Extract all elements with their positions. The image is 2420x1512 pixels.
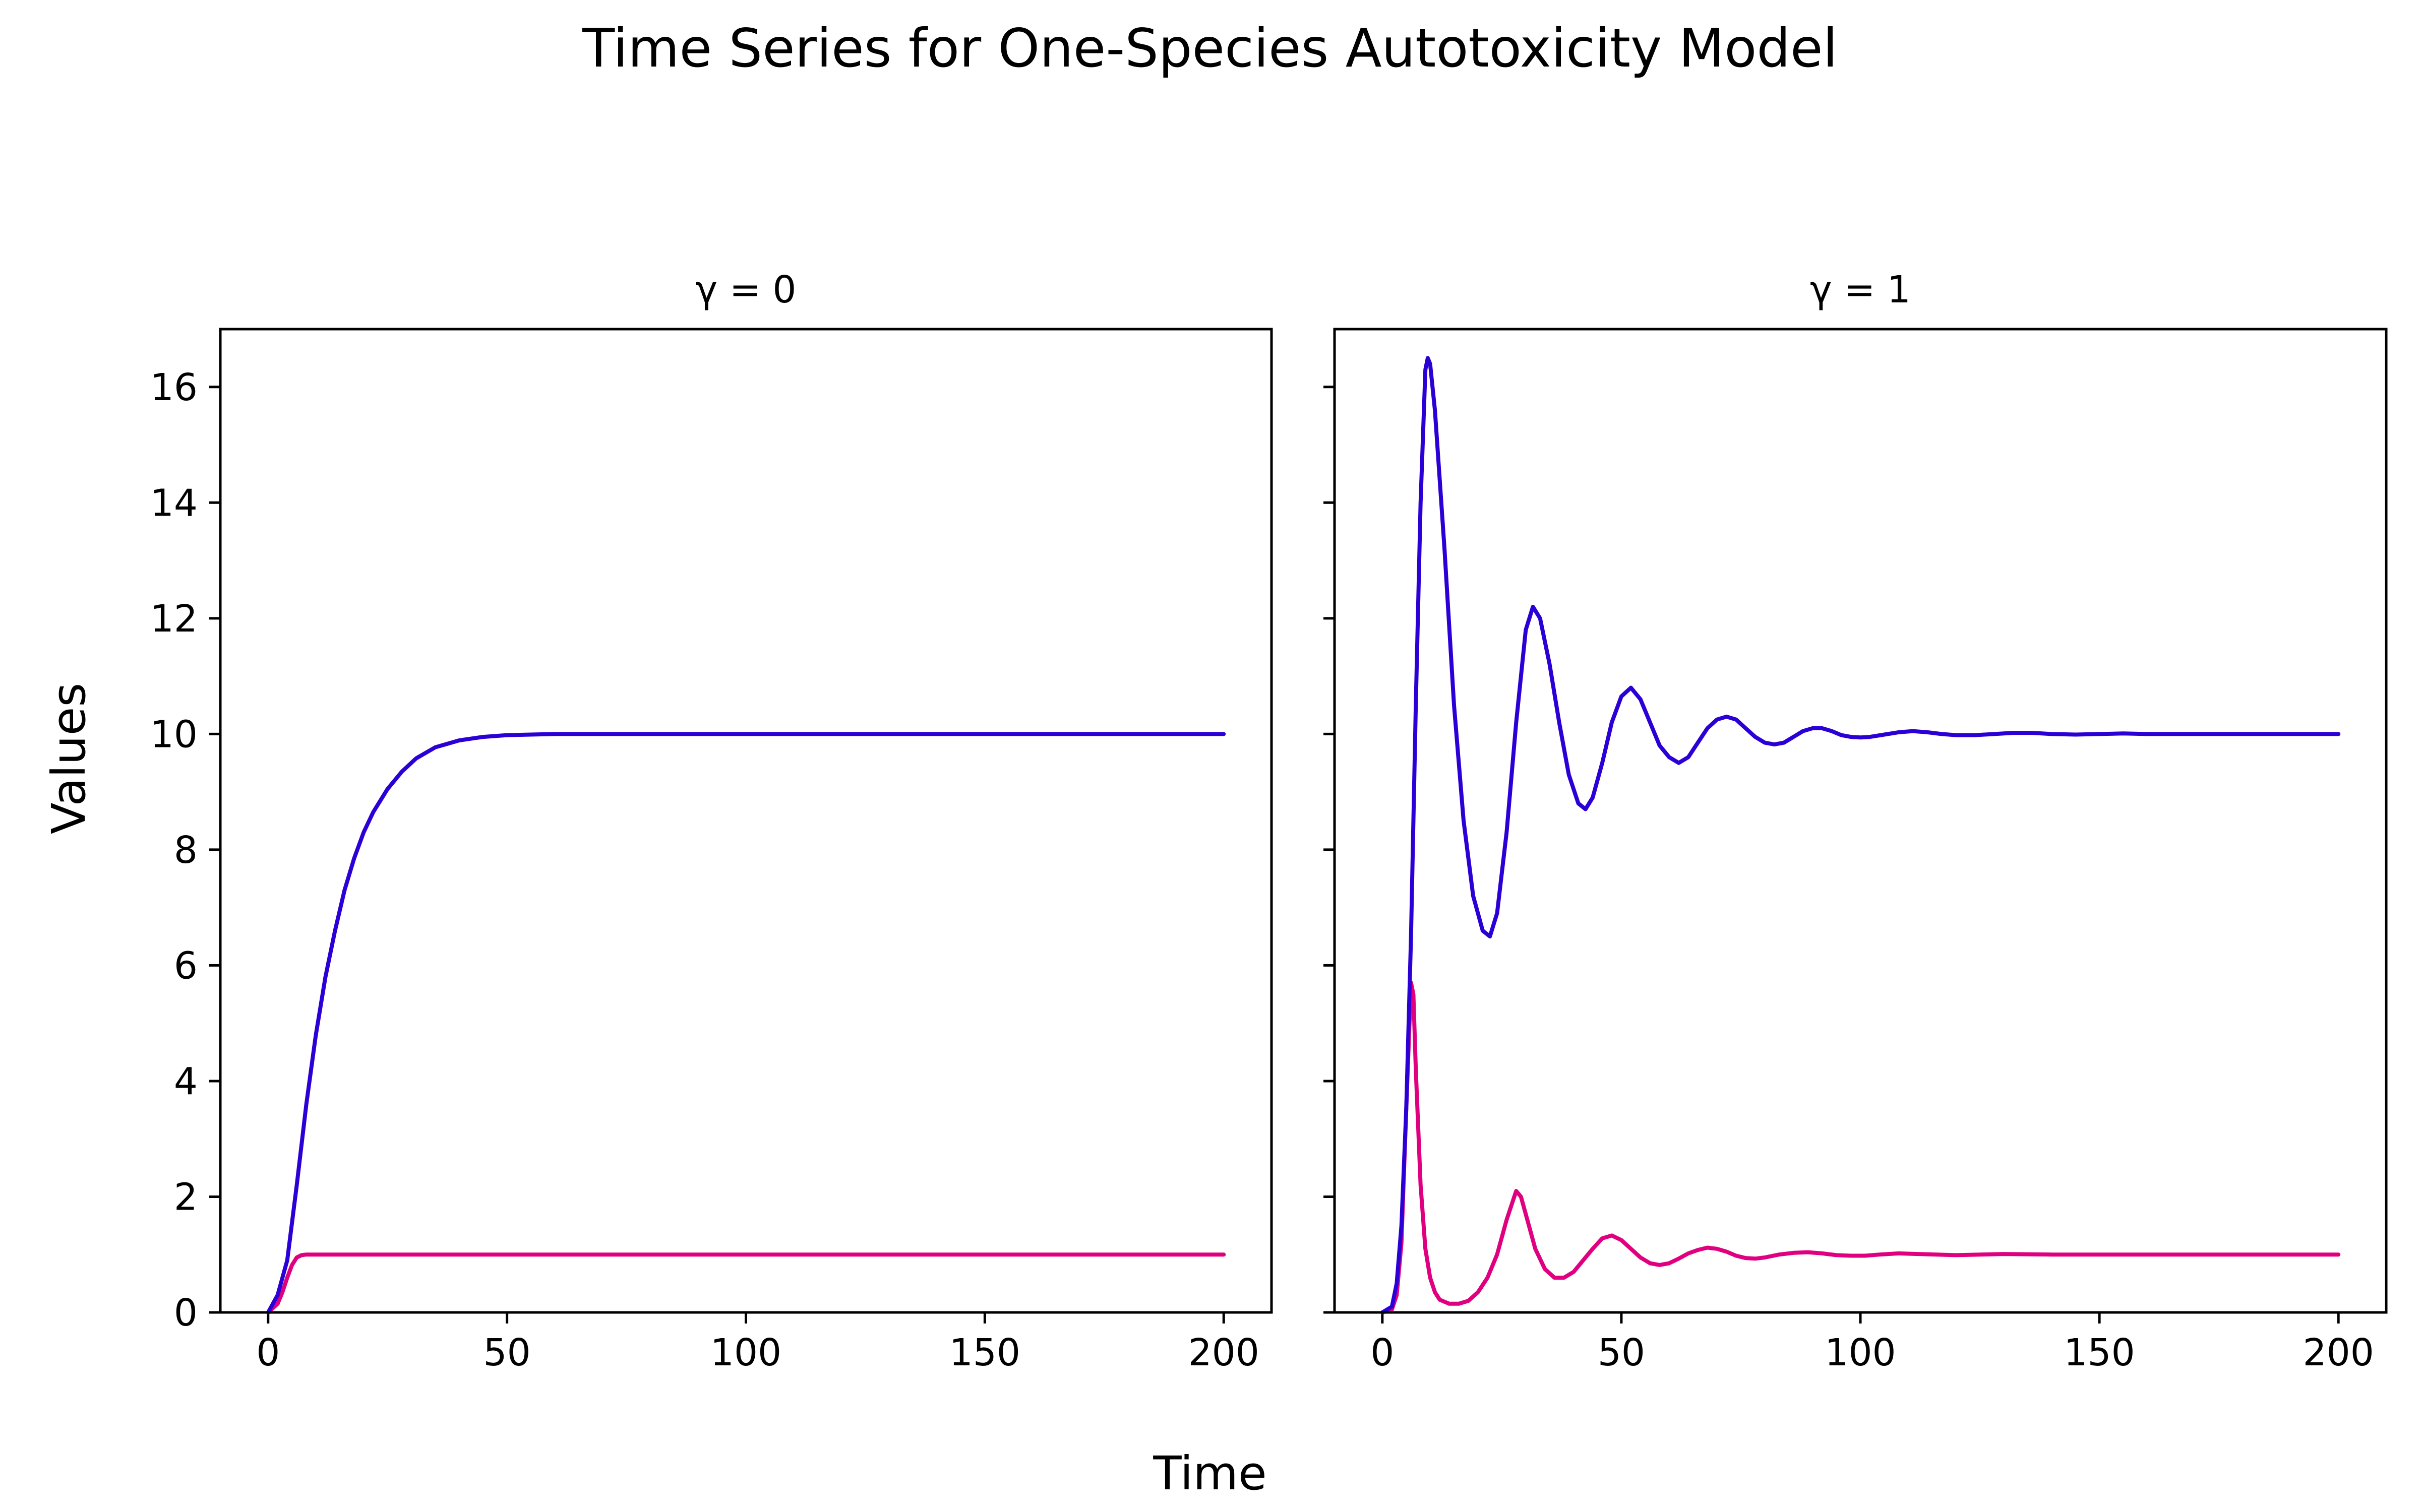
y-axis-label: Values	[42, 683, 96, 835]
series-line-magenta	[1380, 980, 2341, 1314]
y-tick-label: 16	[150, 366, 198, 409]
panel-gamma-1-ticks: 0 50 100 150 200	[1323, 386, 2374, 1374]
y-tick-label: 2	[174, 1175, 198, 1219]
panel-gamma-0-title: γ = 0	[696, 268, 797, 311]
panel-gamma-1: γ = 1 0 50 100 150 200	[1323, 268, 2388, 1374]
series-line-blue	[266, 732, 1226, 1314]
y-tick-label: 0	[174, 1291, 198, 1335]
panel-gamma-0-series	[266, 732, 1226, 1314]
x-axis-label: Time	[1153, 1446, 1266, 1500]
x-tick-label: 0	[1370, 1331, 1394, 1374]
x-tick-label: 200	[1188, 1331, 1259, 1374]
y-tick-label: 6	[174, 944, 198, 987]
x-tick-label: 50	[483, 1331, 531, 1374]
panel-gamma-1-series	[1380, 356, 2341, 1314]
x-tick-label: 50	[1598, 1331, 1645, 1374]
y-tick-label: 10	[150, 713, 198, 756]
x-tick-label: 200	[2303, 1331, 2374, 1374]
panel-gamma-1-title: γ = 1	[1810, 268, 1911, 311]
series-line-blue	[1380, 356, 2341, 1314]
figure-title: Time Series for One-Species Autotoxicity…	[582, 18, 1838, 79]
y-tick-label: 14	[150, 481, 198, 525]
y-tick-label: 4	[174, 1060, 198, 1103]
series-line-magenta	[266, 1252, 1226, 1314]
panel-gamma-0-ticks: 0 50 100 150 200 0 2 4 6 8 10 12 14 16	[150, 366, 1259, 1374]
y-tick-label: 12	[150, 597, 198, 641]
x-tick-label: 100	[1825, 1331, 1896, 1374]
x-tick-label: 0	[256, 1331, 280, 1374]
panel-gamma-0: γ = 0 0 50 100 150 200 0 2 4 6 8 10 12 14 16	[150, 268, 1273, 1374]
panel-gamma-0-frame	[219, 328, 1273, 1314]
x-tick-label: 150	[2064, 1331, 2135, 1374]
panel-gamma-1-frame	[1333, 328, 2388, 1314]
y-tick-label: 8	[174, 829, 198, 872]
x-tick-label: 150	[949, 1331, 1020, 1374]
x-tick-label: 100	[710, 1331, 781, 1374]
